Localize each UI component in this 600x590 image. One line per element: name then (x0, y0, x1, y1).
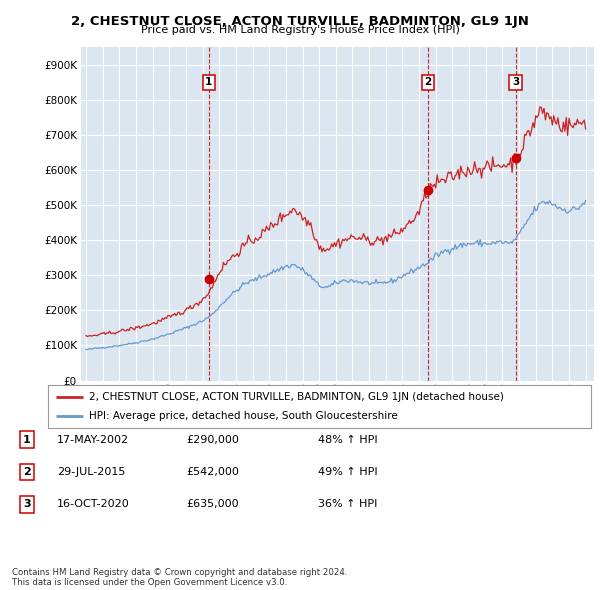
Text: 48% ↑ HPI: 48% ↑ HPI (318, 435, 377, 444)
Text: 1: 1 (23, 435, 31, 444)
Text: 2, CHESTNUT CLOSE, ACTON TURVILLE, BADMINTON, GL9 1JN (detached house): 2, CHESTNUT CLOSE, ACTON TURVILLE, BADMI… (89, 392, 503, 402)
Text: 1: 1 (205, 77, 212, 87)
Text: Price paid vs. HM Land Registry's House Price Index (HPI): Price paid vs. HM Land Registry's House … (140, 25, 460, 35)
Text: 2, CHESTNUT CLOSE, ACTON TURVILLE, BADMINTON, GL9 1JN: 2, CHESTNUT CLOSE, ACTON TURVILLE, BADMI… (71, 15, 529, 28)
Text: 36% ↑ HPI: 36% ↑ HPI (318, 500, 377, 509)
Text: 3: 3 (512, 77, 519, 87)
Text: Contains HM Land Registry data © Crown copyright and database right 2024.
This d: Contains HM Land Registry data © Crown c… (12, 568, 347, 587)
Text: 3: 3 (23, 500, 31, 509)
Text: £635,000: £635,000 (186, 500, 239, 509)
Text: HPI: Average price, detached house, South Gloucestershire: HPI: Average price, detached house, Sout… (89, 411, 397, 421)
Text: 29-JUL-2015: 29-JUL-2015 (57, 467, 125, 477)
Text: 2: 2 (23, 467, 31, 477)
Text: £290,000: £290,000 (186, 435, 239, 444)
Text: 16-OCT-2020: 16-OCT-2020 (57, 500, 130, 509)
Text: 49% ↑ HPI: 49% ↑ HPI (318, 467, 377, 477)
Text: £542,000: £542,000 (186, 467, 239, 477)
Text: 17-MAY-2002: 17-MAY-2002 (57, 435, 129, 444)
Text: 2: 2 (424, 77, 432, 87)
